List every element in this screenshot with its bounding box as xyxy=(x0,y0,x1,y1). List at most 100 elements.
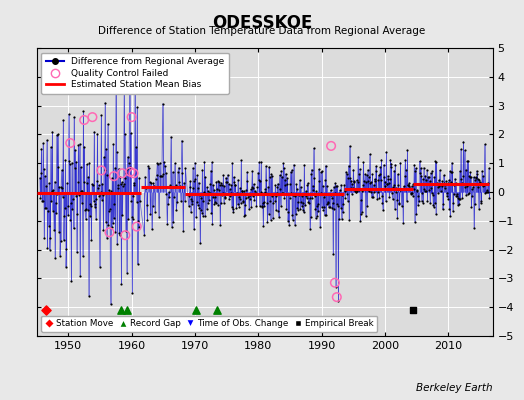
Point xyxy=(460,181,468,187)
Point xyxy=(127,214,136,220)
Point xyxy=(208,159,216,166)
Point xyxy=(232,204,241,211)
Point xyxy=(414,202,422,208)
Point xyxy=(126,169,135,175)
Point xyxy=(333,294,341,300)
Point xyxy=(287,190,296,196)
Point xyxy=(181,165,190,172)
Point xyxy=(151,208,159,215)
Point xyxy=(376,170,384,177)
Point xyxy=(374,189,382,195)
Point xyxy=(109,141,117,148)
Point xyxy=(315,178,324,184)
Point xyxy=(391,185,400,191)
Point xyxy=(401,157,409,163)
Point xyxy=(272,193,280,200)
Point xyxy=(257,203,266,210)
Point xyxy=(202,191,210,197)
Point xyxy=(164,200,172,207)
Point xyxy=(323,183,331,189)
Point xyxy=(442,178,450,184)
Point xyxy=(445,168,454,175)
Point xyxy=(409,181,418,187)
Point xyxy=(97,167,105,174)
Point xyxy=(160,159,168,166)
Point xyxy=(321,177,330,184)
Point xyxy=(419,199,428,206)
Point xyxy=(226,190,235,196)
Point xyxy=(198,210,206,216)
Point xyxy=(147,180,156,186)
Point xyxy=(428,168,436,174)
Point xyxy=(211,194,219,201)
Point xyxy=(63,202,72,209)
Point xyxy=(324,200,333,206)
Point xyxy=(90,128,99,135)
Point xyxy=(101,100,110,106)
Point xyxy=(307,214,315,220)
Point xyxy=(134,261,142,267)
Point xyxy=(231,182,239,188)
Point xyxy=(90,198,98,204)
Point xyxy=(253,184,261,190)
Point xyxy=(88,237,96,243)
Point xyxy=(204,190,213,196)
Point xyxy=(296,177,304,183)
Point xyxy=(192,214,200,220)
Point xyxy=(348,185,357,191)
Point xyxy=(347,177,355,184)
Point xyxy=(213,307,221,313)
Point xyxy=(466,174,474,180)
Point xyxy=(408,183,416,189)
Point xyxy=(314,207,323,214)
Point xyxy=(58,167,66,173)
Point xyxy=(420,164,428,171)
Point xyxy=(405,183,413,189)
Point xyxy=(446,213,454,220)
Point xyxy=(38,198,46,204)
Point xyxy=(278,189,286,196)
Point xyxy=(409,307,418,313)
Point xyxy=(316,223,324,230)
Point xyxy=(452,180,460,186)
Point xyxy=(168,169,177,175)
Point xyxy=(123,307,132,313)
Point xyxy=(425,178,434,184)
Point xyxy=(381,198,390,204)
Point xyxy=(93,130,102,137)
Point xyxy=(66,140,74,146)
Point xyxy=(305,195,314,202)
Point xyxy=(265,164,273,170)
Point xyxy=(375,195,384,202)
Point xyxy=(302,188,310,194)
Point xyxy=(111,229,119,236)
Point xyxy=(212,200,220,206)
Point xyxy=(126,164,134,170)
Point xyxy=(477,198,486,204)
Point xyxy=(196,240,204,246)
Point xyxy=(312,188,321,194)
Point xyxy=(354,154,363,160)
Point xyxy=(312,215,320,222)
Point xyxy=(464,191,472,198)
Point xyxy=(123,270,131,276)
Point xyxy=(218,192,226,198)
Point xyxy=(106,301,115,308)
Point xyxy=(405,180,413,186)
Point xyxy=(323,201,332,207)
Point xyxy=(126,130,135,136)
Point xyxy=(55,184,63,190)
Point xyxy=(195,192,204,198)
Point xyxy=(181,198,189,204)
Point xyxy=(421,188,429,194)
Point xyxy=(243,169,251,176)
Point xyxy=(352,177,361,184)
Point xyxy=(371,178,379,184)
Point xyxy=(163,220,171,227)
Point xyxy=(234,193,243,200)
Point xyxy=(363,172,371,178)
Legend: Station Move, Record Gap, Time of Obs. Change, Empirical Break: Station Move, Record Gap, Time of Obs. C… xyxy=(41,316,377,332)
Point xyxy=(424,174,432,180)
Point xyxy=(339,201,347,207)
Point xyxy=(401,167,410,173)
